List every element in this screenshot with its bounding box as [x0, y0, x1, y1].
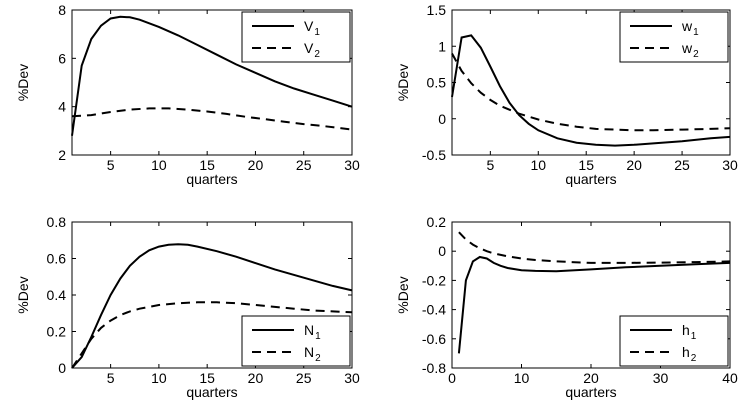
series-line-w2 [451, 53, 731, 132]
y-tick-label: 2 [58, 147, 66, 163]
x-axis-label: quarters [186, 384, 237, 400]
x-tick-label: 30 [344, 157, 360, 173]
x-tick-label: 40 [722, 370, 738, 386]
series-line-V2 [71, 107, 353, 131]
series-line-w1 [451, 34, 731, 147]
y-axis-label: %Dev [15, 276, 31, 313]
legend-box [241, 11, 351, 63]
y-tick-label: 0.6 [47, 251, 67, 267]
x-tick-label: 5 [107, 157, 115, 173]
x-tick-label: 15 [199, 157, 215, 173]
legend-entry: N2 [304, 344, 321, 364]
legend-entry: V2 [304, 40, 320, 60]
y-tick-label: 0 [438, 243, 446, 259]
x-tick-label: 15 [199, 370, 215, 386]
x-tick-label: 10 [151, 157, 167, 173]
series-line-h2 [458, 231, 731, 264]
legend-entry: N1 [304, 322, 321, 342]
legend-box [619, 315, 729, 367]
x-tick-label: 10 [151, 370, 167, 386]
x-tick-label: 30 [344, 370, 360, 386]
y-tick-label: -0.5 [422, 147, 446, 163]
y-axis-label: %Dev [395, 276, 411, 313]
y-tick-label: 6 [58, 50, 66, 66]
legend-entry: h1 [682, 322, 697, 342]
x-tick-label: 20 [626, 157, 642, 173]
x-tick-label: 25 [296, 370, 312, 386]
legend-entry: V1 [304, 18, 320, 38]
plot-frame [71, 9, 353, 156]
panel-4: 0 10 20 30 40 -0.8 -0.6 -0.4 -0.2 0 0.2 quarters %De… [395, 214, 738, 400]
series-line-N1 [71, 243, 353, 369]
legend-entry: w2 [681, 40, 699, 60]
x-tick-label: 25 [674, 157, 690, 173]
series-line-h1 [457, 255, 731, 354]
x-tick-label: 10 [530, 157, 546, 173]
y-tick-label: 1 [438, 38, 446, 54]
x-axis-label: quarters [186, 171, 237, 187]
x-tick-label: 5 [107, 370, 115, 386]
y-tick-label: 1.5 [427, 2, 447, 18]
y-tick-label: 0.5 [427, 75, 447, 91]
y-tick-label: -0.8 [422, 360, 446, 376]
x-tick-label: 25 [296, 157, 312, 173]
x-tick-label: 20 [248, 157, 264, 173]
y-tick-label: 0.8 [47, 214, 67, 230]
y-axis-label: %Dev [395, 64, 411, 101]
y-tick-label: 4 [58, 99, 66, 115]
x-tick-label: 5 [486, 157, 494, 173]
legend-entry: w1 [681, 18, 699, 38]
y-tick-label: 8 [58, 2, 66, 18]
series-line-N2 [71, 301, 353, 369]
legend-box [241, 315, 351, 367]
x-tick-label: 10 [514, 370, 530, 386]
y-tick-label: -0.6 [422, 331, 446, 347]
x-tick-label: 0 [448, 370, 456, 386]
x-axis-label: quarters [565, 171, 616, 187]
y-tick-label: 0.4 [47, 287, 67, 303]
y-tick-label: -0.4 [422, 302, 446, 318]
y-tick-label: 0.2 [47, 324, 67, 340]
x-tick-label: 20 [248, 370, 264, 386]
y-tick-label: 0 [438, 111, 446, 127]
y-tick-label: 0.2 [427, 214, 447, 230]
legend-entry: h2 [682, 344, 697, 364]
legend-box [619, 11, 729, 63]
y-tick-label: -0.2 [422, 272, 446, 288]
y-tick-label: 0 [58, 360, 66, 376]
y-axis-label: %Dev [15, 64, 31, 101]
x-tick-label: 30 [722, 157, 738, 173]
x-tick-label: 30 [653, 370, 669, 386]
x-axis-label: quarters [565, 384, 616, 400]
x-tick-label: 20 [583, 370, 599, 386]
x-tick-label: 15 [578, 157, 594, 173]
series-line-V1 [71, 15, 353, 136]
